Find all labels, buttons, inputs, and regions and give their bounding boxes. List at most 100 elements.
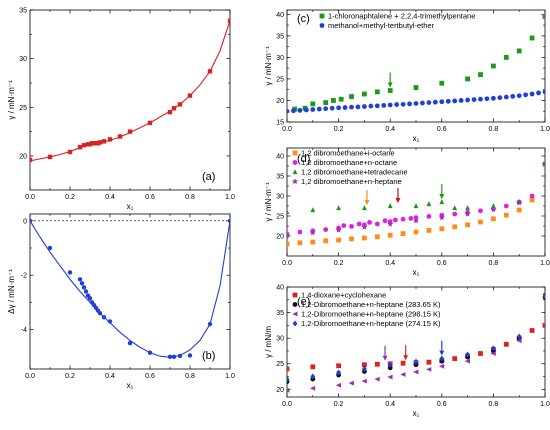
x-axis-label: x₁: [127, 202, 134, 211]
data-point: [374, 221, 380, 227]
data-point: [387, 88, 393, 93]
legend-label: 1,2 dibromoethane+n-octane: [301, 158, 397, 167]
data-point: [167, 354, 173, 359]
data-point: [287, 387, 290, 393]
data-point: [67, 149, 73, 155]
data-point: [361, 224, 368, 230]
data-point: [287, 108, 290, 114]
panel-a: 0.0 0.2 0.4 0.6 0.8 1.0 20 25 30 35 x₁ γ / mN·m⁻¹ (a…: [7, 8, 235, 212]
data-point: [523, 92, 529, 98]
data-point: [465, 76, 470, 82]
data-point: [516, 207, 522, 213]
arrow-head: [364, 200, 370, 205]
plot-area: [287, 291, 545, 393]
data-point: [464, 358, 470, 364]
data-point: [426, 214, 432, 219]
data-point: [452, 356, 458, 362]
arrow-head: [395, 198, 401, 203]
series-1: [30, 18, 230, 163]
legend-marker: [292, 311, 298, 317]
axes-frame: [29, 213, 231, 370]
legend-label: 1,2-Dibromoethane+n-heptane (274.15 K): [301, 319, 441, 328]
y-tick-label: -4: [21, 327, 27, 334]
data-point: [309, 229, 316, 236]
plot-area: [287, 14, 545, 114]
legend-label: 1,2-Dibromoethane+n-heptane (298.15 K): [301, 310, 441, 319]
y-tick-label: 35: [276, 33, 284, 40]
data-point: [147, 350, 153, 355]
data-point: [362, 205, 367, 211]
legend: 1-chloronaphtalene + 2,2,4-trimethylpent…: [319, 12, 475, 30]
data-point: [478, 219, 483, 225]
panel-c: 0.0 0.2 0.4 0.6 0.8 1.0 15 20 25 30 35 40 x₁ γ / mN·m…: [264, 9, 550, 143]
data-point: [316, 106, 322, 112]
data-point: [413, 362, 419, 368]
data-point: [310, 364, 316, 370]
x-tick-label: 0.4: [385, 126, 395, 133]
panel-label: (d): [297, 153, 310, 165]
data-point: [387, 232, 393, 238]
data-point: [387, 361, 393, 368]
x-tick-label: 0.4: [105, 194, 115, 201]
data-point: [291, 108, 296, 114]
data-point: [490, 351, 496, 356]
legend-label: 1,2-Dibromoethane+n-heptane (283.65 K): [301, 300, 441, 309]
data-point: [336, 369, 341, 376]
x-tick-label: 0.8: [489, 260, 499, 267]
data-point: [516, 333, 522, 340]
data-point: [387, 203, 393, 209]
y-tick-label: 35: [19, 8, 27, 15]
arrow-head: [382, 355, 388, 361]
x-tick-label: 0.8: [185, 194, 195, 201]
data-point: [287, 376, 290, 383]
data-point: [516, 338, 522, 344]
data-point: [67, 270, 73, 275]
data-point: [490, 206, 497, 213]
data-point: [478, 351, 483, 356]
data-point: [412, 217, 420, 224]
x-tick-label: 0.2: [334, 260, 344, 267]
legend-marker: [292, 169, 298, 175]
y-axis-label: γ / mN/m: [264, 326, 273, 358]
y-tick-label: 40: [276, 285, 284, 292]
data-point: [413, 369, 419, 375]
x-tick-label: 1.0: [225, 194, 235, 201]
data-point: [503, 94, 509, 100]
data-point: [408, 216, 414, 221]
data-point: [529, 197, 535, 203]
data-point: [387, 374, 393, 380]
data-point: [77, 277, 83, 282]
data-point: [387, 102, 393, 108]
data-point: [362, 235, 367, 241]
arrow-head: [387, 82, 393, 88]
data-point: [368, 103, 374, 109]
y-tick-label: 25: [19, 105, 27, 112]
data-point: [465, 205, 470, 211]
data-point: [452, 224, 458, 230]
panel-label: (c): [297, 13, 310, 25]
y-axis-label: γ / mN·m⁻¹: [7, 80, 16, 120]
data-point: [465, 97, 470, 103]
data-point: [382, 218, 388, 224]
y-axis-label: γ / mN·m⁻¹: [264, 182, 273, 222]
x-tick-label: 0.2: [65, 373, 75, 380]
data-point: [287, 209, 290, 215]
data-point: [30, 218, 33, 223]
data-point: [400, 101, 406, 107]
x-tick-label: 1.0: [225, 373, 235, 380]
data-point: [426, 201, 432, 207]
legend-marker: [292, 320, 298, 327]
x-tick-label: 1.0: [540, 260, 550, 267]
data-point: [287, 366, 290, 372]
data-point: [362, 91, 367, 97]
data-point: [30, 157, 33, 163]
data-point: [177, 102, 183, 107]
data-point: [374, 103, 380, 109]
data-point: [400, 360, 406, 366]
x-tick-label: 0.6: [145, 373, 155, 380]
data-point: [87, 296, 93, 301]
data-point: [348, 380, 354, 386]
data-point: [349, 236, 354, 242]
data-point: [458, 98, 464, 103]
